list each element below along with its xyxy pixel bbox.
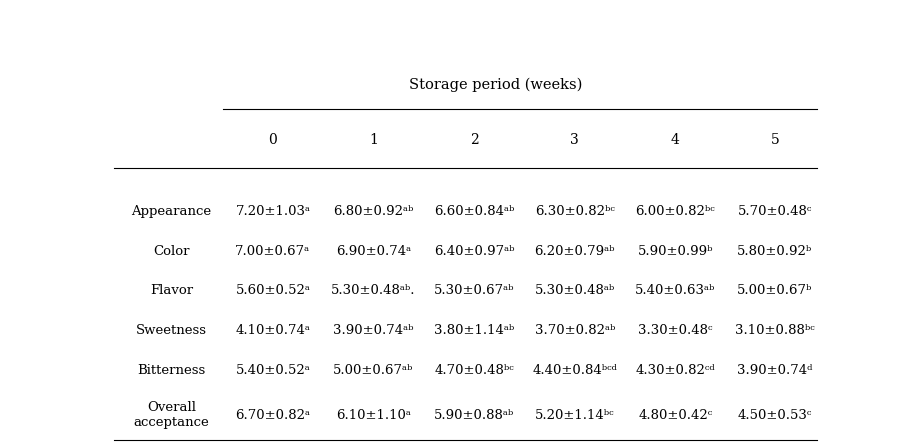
Text: 5.90±0.99ᵇ: 5.90±0.99ᵇ <box>637 245 713 258</box>
Text: 3: 3 <box>570 133 579 147</box>
Text: 5.60±0.52ᵃ: 5.60±0.52ᵃ <box>235 284 311 297</box>
Text: Sweetness: Sweetness <box>136 324 207 337</box>
Text: 5: 5 <box>771 133 779 147</box>
Text: Storage period (weeks): Storage period (weeks) <box>409 78 582 92</box>
Text: 3.10±0.88ᵇᶜ: 3.10±0.88ᵇᶜ <box>735 324 814 337</box>
Text: 6.10±1.10ᵃ: 6.10±1.10ᵃ <box>336 409 411 422</box>
Text: Flavor: Flavor <box>150 284 193 297</box>
Text: 5.70±0.48ᶜ: 5.70±0.48ᶜ <box>738 205 812 218</box>
Text: 5.30±0.67ᵃᵇ: 5.30±0.67ᵃᵇ <box>434 284 515 297</box>
Text: 3.90±0.74ᵃᵇ: 3.90±0.74ᵃᵇ <box>333 324 414 337</box>
Text: 5.00±0.67ᵇ: 5.00±0.67ᵇ <box>737 284 813 297</box>
Text: 1: 1 <box>369 133 378 147</box>
Text: 6.30±0.82ᵇᶜ: 6.30±0.82ᵇᶜ <box>535 205 615 218</box>
Text: 6.80±0.92ᵃᵇ: 6.80±0.92ᵃᵇ <box>333 205 414 218</box>
Text: 6.40±0.97ᵃᵇ: 6.40±0.97ᵃᵇ <box>434 245 515 258</box>
Text: Color: Color <box>153 245 190 258</box>
Text: 3.80±1.14ᵃᵇ: 3.80±1.14ᵃᵇ <box>434 324 514 337</box>
Text: 4.70±0.48ᵇᶜ: 4.70±0.48ᵇᶜ <box>434 364 514 377</box>
Text: 4.30±0.82ᶜᵈ: 4.30±0.82ᶜᵈ <box>636 364 716 377</box>
Text: 5.30±0.48ᵃᵇ.: 5.30±0.48ᵃᵇ. <box>331 284 416 297</box>
Text: 5.40±0.52ᵃ: 5.40±0.52ᵃ <box>235 364 311 377</box>
Text: 5.80±0.92ᵇ: 5.80±0.92ᵇ <box>737 245 813 258</box>
Text: Overall
acceptance: Overall acceptance <box>133 401 210 429</box>
Text: 5.20±1.14ᵇᶜ: 5.20±1.14ᵇᶜ <box>535 409 615 422</box>
Text: 5.00±0.67ᵃᵇ: 5.00±0.67ᵃᵇ <box>333 364 414 377</box>
Text: 3.70±0.82ᵃᵇ: 3.70±0.82ᵃᵇ <box>535 324 615 337</box>
Text: 4.40±0.84ᵇᶜᵈ: 4.40±0.84ᵇᶜᵈ <box>532 364 617 377</box>
Text: 7.20±1.03ᵃ: 7.20±1.03ᵃ <box>235 205 311 218</box>
Text: 6.00±0.82ᵇᶜ: 6.00±0.82ᵇᶜ <box>636 205 716 218</box>
Text: 6.70±0.82ᵃ: 6.70±0.82ᵃ <box>235 409 311 422</box>
Text: 2: 2 <box>469 133 479 147</box>
Text: 4.10±0.74ᵃ: 4.10±0.74ᵃ <box>235 324 311 337</box>
Text: 5.90±0.88ᵃᵇ: 5.90±0.88ᵃᵇ <box>434 409 514 422</box>
Text: 4: 4 <box>671 133 680 147</box>
Text: 3.90±0.74ᵈ: 3.90±0.74ᵈ <box>737 364 813 377</box>
Text: 5.30±0.48ᵃᵇ: 5.30±0.48ᵃᵇ <box>535 284 615 297</box>
Text: 0: 0 <box>269 133 277 147</box>
Text: Appearance: Appearance <box>132 205 212 218</box>
Text: Bitterness: Bitterness <box>137 364 206 377</box>
Text: 6.20±0.79ᵃᵇ: 6.20±0.79ᵃᵇ <box>535 245 615 258</box>
Text: 5.40±0.63ᵃᵇ: 5.40±0.63ᵃᵇ <box>636 284 716 297</box>
Text: 6.60±0.84ᵃᵇ: 6.60±0.84ᵃᵇ <box>434 205 514 218</box>
Text: 4.80±0.42ᶜ: 4.80±0.42ᶜ <box>638 409 713 422</box>
Text: 3.30±0.48ᶜ: 3.30±0.48ᶜ <box>638 324 713 337</box>
Text: 6.90±0.74ᵃ: 6.90±0.74ᵃ <box>336 245 411 258</box>
Text: 7.00±0.67ᵃ: 7.00±0.67ᵃ <box>235 245 311 258</box>
Text: 4.50±0.53ᶜ: 4.50±0.53ᶜ <box>738 409 812 422</box>
